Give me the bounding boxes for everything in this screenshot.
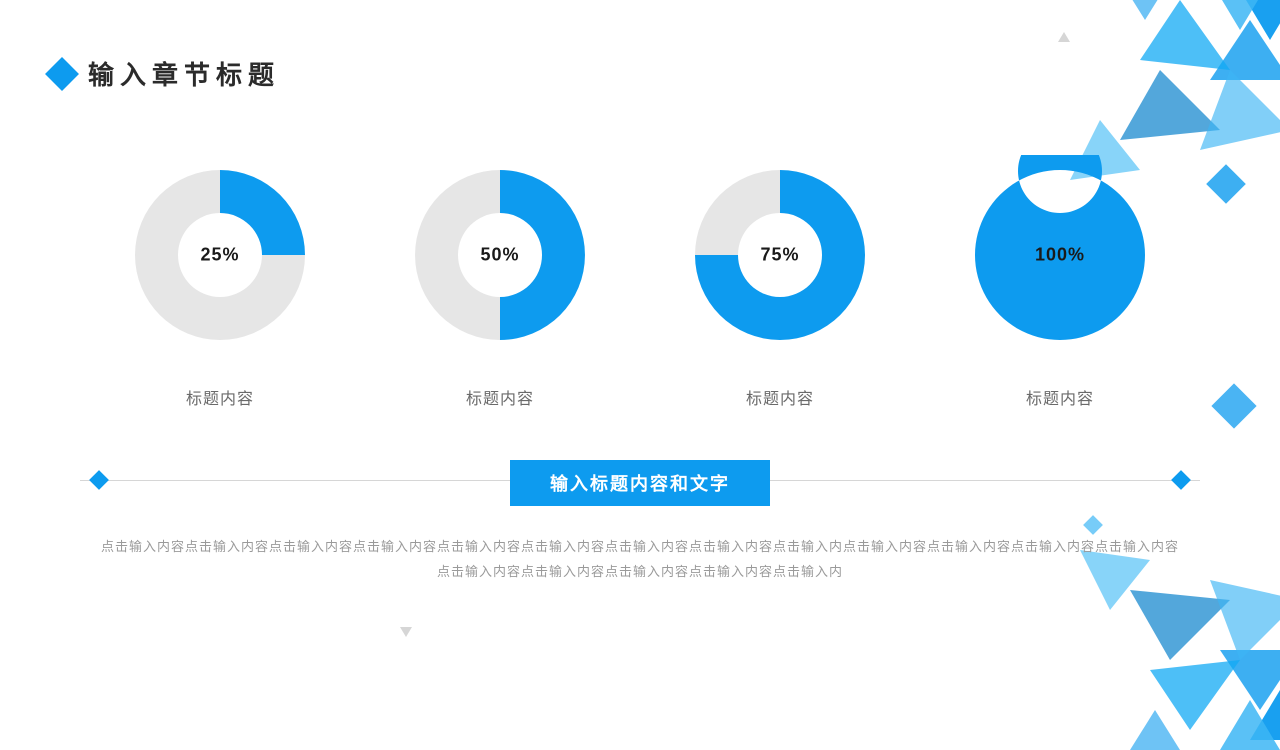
diamond-bullet-icon xyxy=(45,57,79,91)
line-diamond-right xyxy=(1171,470,1191,490)
chart-item: 100% 标题内容 xyxy=(940,155,1180,409)
donut-percent-label: 25% xyxy=(200,245,239,266)
deco-diamond xyxy=(1211,383,1256,428)
donut-percent-label: 100% xyxy=(1035,245,1085,266)
section-header: 输入章节标题 xyxy=(50,55,280,92)
donut-chart: 100% xyxy=(960,155,1160,355)
tri-marker xyxy=(400,627,412,637)
chart-caption: 标题内容 xyxy=(746,385,814,409)
charts-row: 25% 标题内容 50% 标题内容 75% 标题内容 100% 标题内容 xyxy=(100,155,1180,409)
chart-caption: 标题内容 xyxy=(1026,385,1094,409)
donut-percent-label: 75% xyxy=(760,245,799,266)
body-text: 点击输入内容点击输入内容点击输入内容点击输入内容点击输入内容点击输入内容点击输入… xyxy=(100,535,1180,584)
tri-marker xyxy=(1058,32,1070,42)
chart-item: 75% 标题内容 xyxy=(660,155,900,409)
section-title: 输入章节标题 xyxy=(88,55,280,92)
chart-item: 50% 标题内容 xyxy=(380,155,620,409)
donut-percent-label: 50% xyxy=(480,245,519,266)
banner: 输入标题内容和文字 xyxy=(510,460,770,506)
chart-caption: 标题内容 xyxy=(466,385,534,409)
donut-chart: 25% xyxy=(120,155,320,355)
line-diamond-left xyxy=(89,470,109,490)
chart-item: 25% 标题内容 xyxy=(100,155,340,409)
donut-chart: 75% xyxy=(680,155,880,355)
donut-chart: 50% xyxy=(400,155,600,355)
chart-caption: 标题内容 xyxy=(186,385,254,409)
